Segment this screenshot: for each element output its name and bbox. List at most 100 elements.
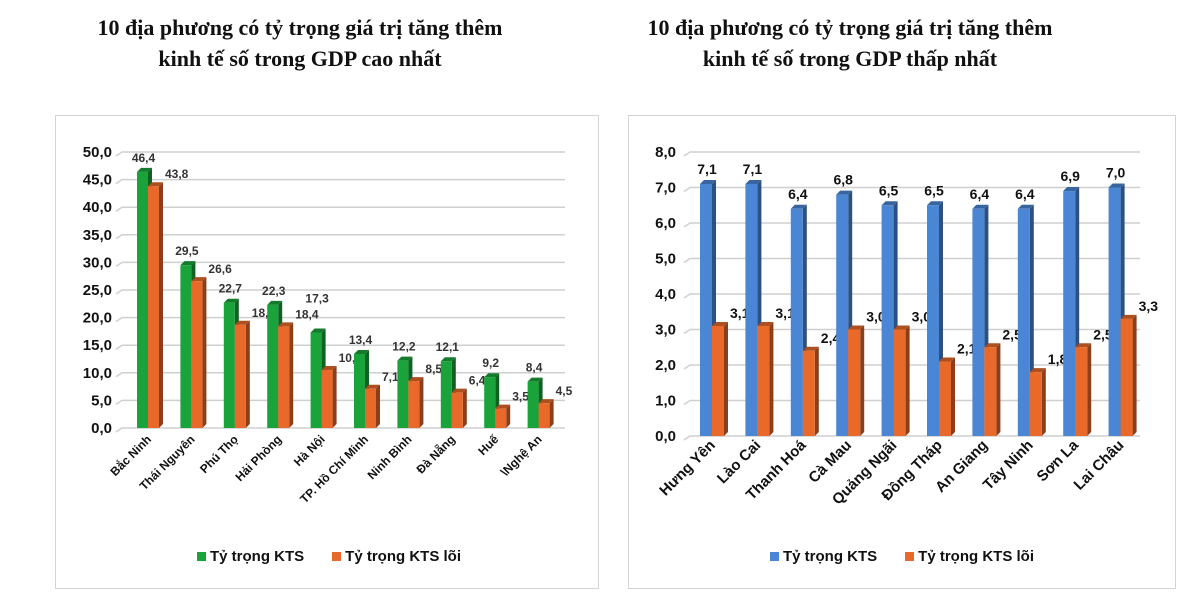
bar-top xyxy=(191,277,207,282)
bar-kts-loi xyxy=(321,370,333,428)
data-label: 4,5 xyxy=(556,384,573,398)
bar-kts-loi xyxy=(1029,372,1042,436)
y-tick-label: 4,0 xyxy=(655,286,676,303)
bar-top xyxy=(538,399,554,404)
bar-top xyxy=(527,377,543,382)
y-tick-label: 10,0 xyxy=(83,365,112,382)
data-label: 7,0 xyxy=(1106,165,1126,181)
data-label: 6,9 xyxy=(1060,168,1080,184)
bar-kts-loi xyxy=(495,408,507,428)
bar-kts-loi xyxy=(148,186,159,428)
x-category-label: Lai Châu xyxy=(1071,437,1128,494)
data-label: 13,4 xyxy=(349,333,373,347)
bar-kts-loi xyxy=(538,403,550,428)
bar-top xyxy=(790,204,807,209)
bar-top xyxy=(1075,343,1092,348)
gridline-depth xyxy=(115,289,123,295)
data-label: 18,4 xyxy=(295,307,319,321)
y-tick-label: 6,0 xyxy=(655,215,676,232)
bar-top xyxy=(881,201,898,206)
legend-swatch xyxy=(905,552,915,561)
title-line: 10 địa phương có tỷ trọng giá trị tăng t… xyxy=(647,15,1053,40)
y-tick-label: 40,0 xyxy=(83,199,112,216)
gridline-depth xyxy=(683,399,691,406)
bar-top xyxy=(408,377,424,382)
data-label: 6,5 xyxy=(879,182,899,198)
legend-item: Tỷ trọng KTS xyxy=(770,548,877,565)
gridline-depth xyxy=(115,316,123,323)
gridline-depth xyxy=(115,344,123,350)
data-label: 3,0 xyxy=(912,309,932,325)
x-category-label: Phú Thọ xyxy=(197,432,241,476)
bar-top xyxy=(484,373,500,378)
bar-kts-loi xyxy=(365,388,376,428)
title-line: 10 địa phương có tỷ trọng giá trị tăng t… xyxy=(97,15,503,40)
data-label: 26,6 xyxy=(208,262,232,276)
bar-kts-loi xyxy=(848,329,861,436)
gridline-depth xyxy=(683,222,691,228)
gridline-depth xyxy=(115,178,123,185)
bar-top xyxy=(137,167,152,172)
bar-kts xyxy=(790,208,803,436)
data-label: 43,8 xyxy=(165,167,189,181)
bar-top xyxy=(310,328,326,333)
data-label: 6,5 xyxy=(924,182,944,198)
data-label: 1,8 xyxy=(1048,351,1068,367)
bar-side xyxy=(549,399,554,428)
y-tick-label: 5,0 xyxy=(91,392,112,409)
bar-kts-loi xyxy=(939,361,951,436)
title-line: kinh tế số trong GDP thấp nhất xyxy=(702,46,998,71)
x-category-label: Hải Phòng xyxy=(232,432,284,484)
bar-kts xyxy=(527,381,539,428)
bar-side xyxy=(202,277,207,428)
data-label: 29,5 xyxy=(175,244,199,258)
data-label: 46,4 xyxy=(132,151,156,165)
bar-top xyxy=(927,201,943,206)
bar-kts xyxy=(137,171,148,428)
left-chart-title: 10 địa phương có tỷ trọng giá trị tăng t… xyxy=(20,12,580,74)
x-category-label: Hà Nội xyxy=(291,432,328,469)
bar-top xyxy=(972,204,989,209)
bar-kts xyxy=(440,361,452,428)
bar-kts-loi xyxy=(1120,318,1133,436)
bar-top xyxy=(1063,187,1080,192)
bar-side xyxy=(769,321,774,436)
y-tick-label: 0,0 xyxy=(91,420,112,437)
y-tick-label: 25,0 xyxy=(83,282,112,299)
bar-kts xyxy=(223,302,235,428)
gridline-depth xyxy=(683,328,691,335)
data-label: 8,5 xyxy=(425,362,442,376)
bar-top xyxy=(397,356,413,361)
gridline-depth xyxy=(115,261,123,268)
bar-top xyxy=(939,357,955,362)
data-label: 3,3 xyxy=(1139,298,1159,314)
bar-side xyxy=(860,325,865,436)
legend-label: Tỷ trọng KTS xyxy=(783,548,878,565)
legend-label: Tỷ trọng KTS xyxy=(210,548,305,565)
data-label: 6,4 xyxy=(1015,186,1035,202)
gridline-depth xyxy=(683,151,691,157)
data-label: 2,5 xyxy=(1093,326,1113,342)
left-legend: Tỷ trọng KTS Tỷ trọng KTS lõi xyxy=(197,548,461,565)
bar-top xyxy=(745,179,762,184)
bar-top xyxy=(1029,368,1046,373)
data-label: 7,1 xyxy=(697,161,717,177)
bar-kts-loi xyxy=(191,281,203,428)
bar-side xyxy=(1132,314,1137,436)
legend-swatch xyxy=(770,552,779,561)
data-label: 2,1 xyxy=(957,340,977,356)
bar-side xyxy=(159,182,163,428)
gridline-depth xyxy=(683,186,691,193)
legend-swatch xyxy=(332,552,342,561)
x-category-label: Tây Ninh xyxy=(980,437,1037,494)
gridline-depth xyxy=(683,364,691,370)
y-tick-label: 7,0 xyxy=(655,180,676,197)
y-tick-label: 50,0 xyxy=(83,144,112,161)
title-line: kinh tế số trong GDP cao nhất xyxy=(158,46,442,71)
data-label: 12,1 xyxy=(436,340,460,354)
bar-kts-loi xyxy=(1075,347,1088,436)
data-label: 2,4 xyxy=(821,330,841,346)
legend-swatch xyxy=(197,552,206,561)
y-tick-label: 0,0 xyxy=(655,428,676,445)
